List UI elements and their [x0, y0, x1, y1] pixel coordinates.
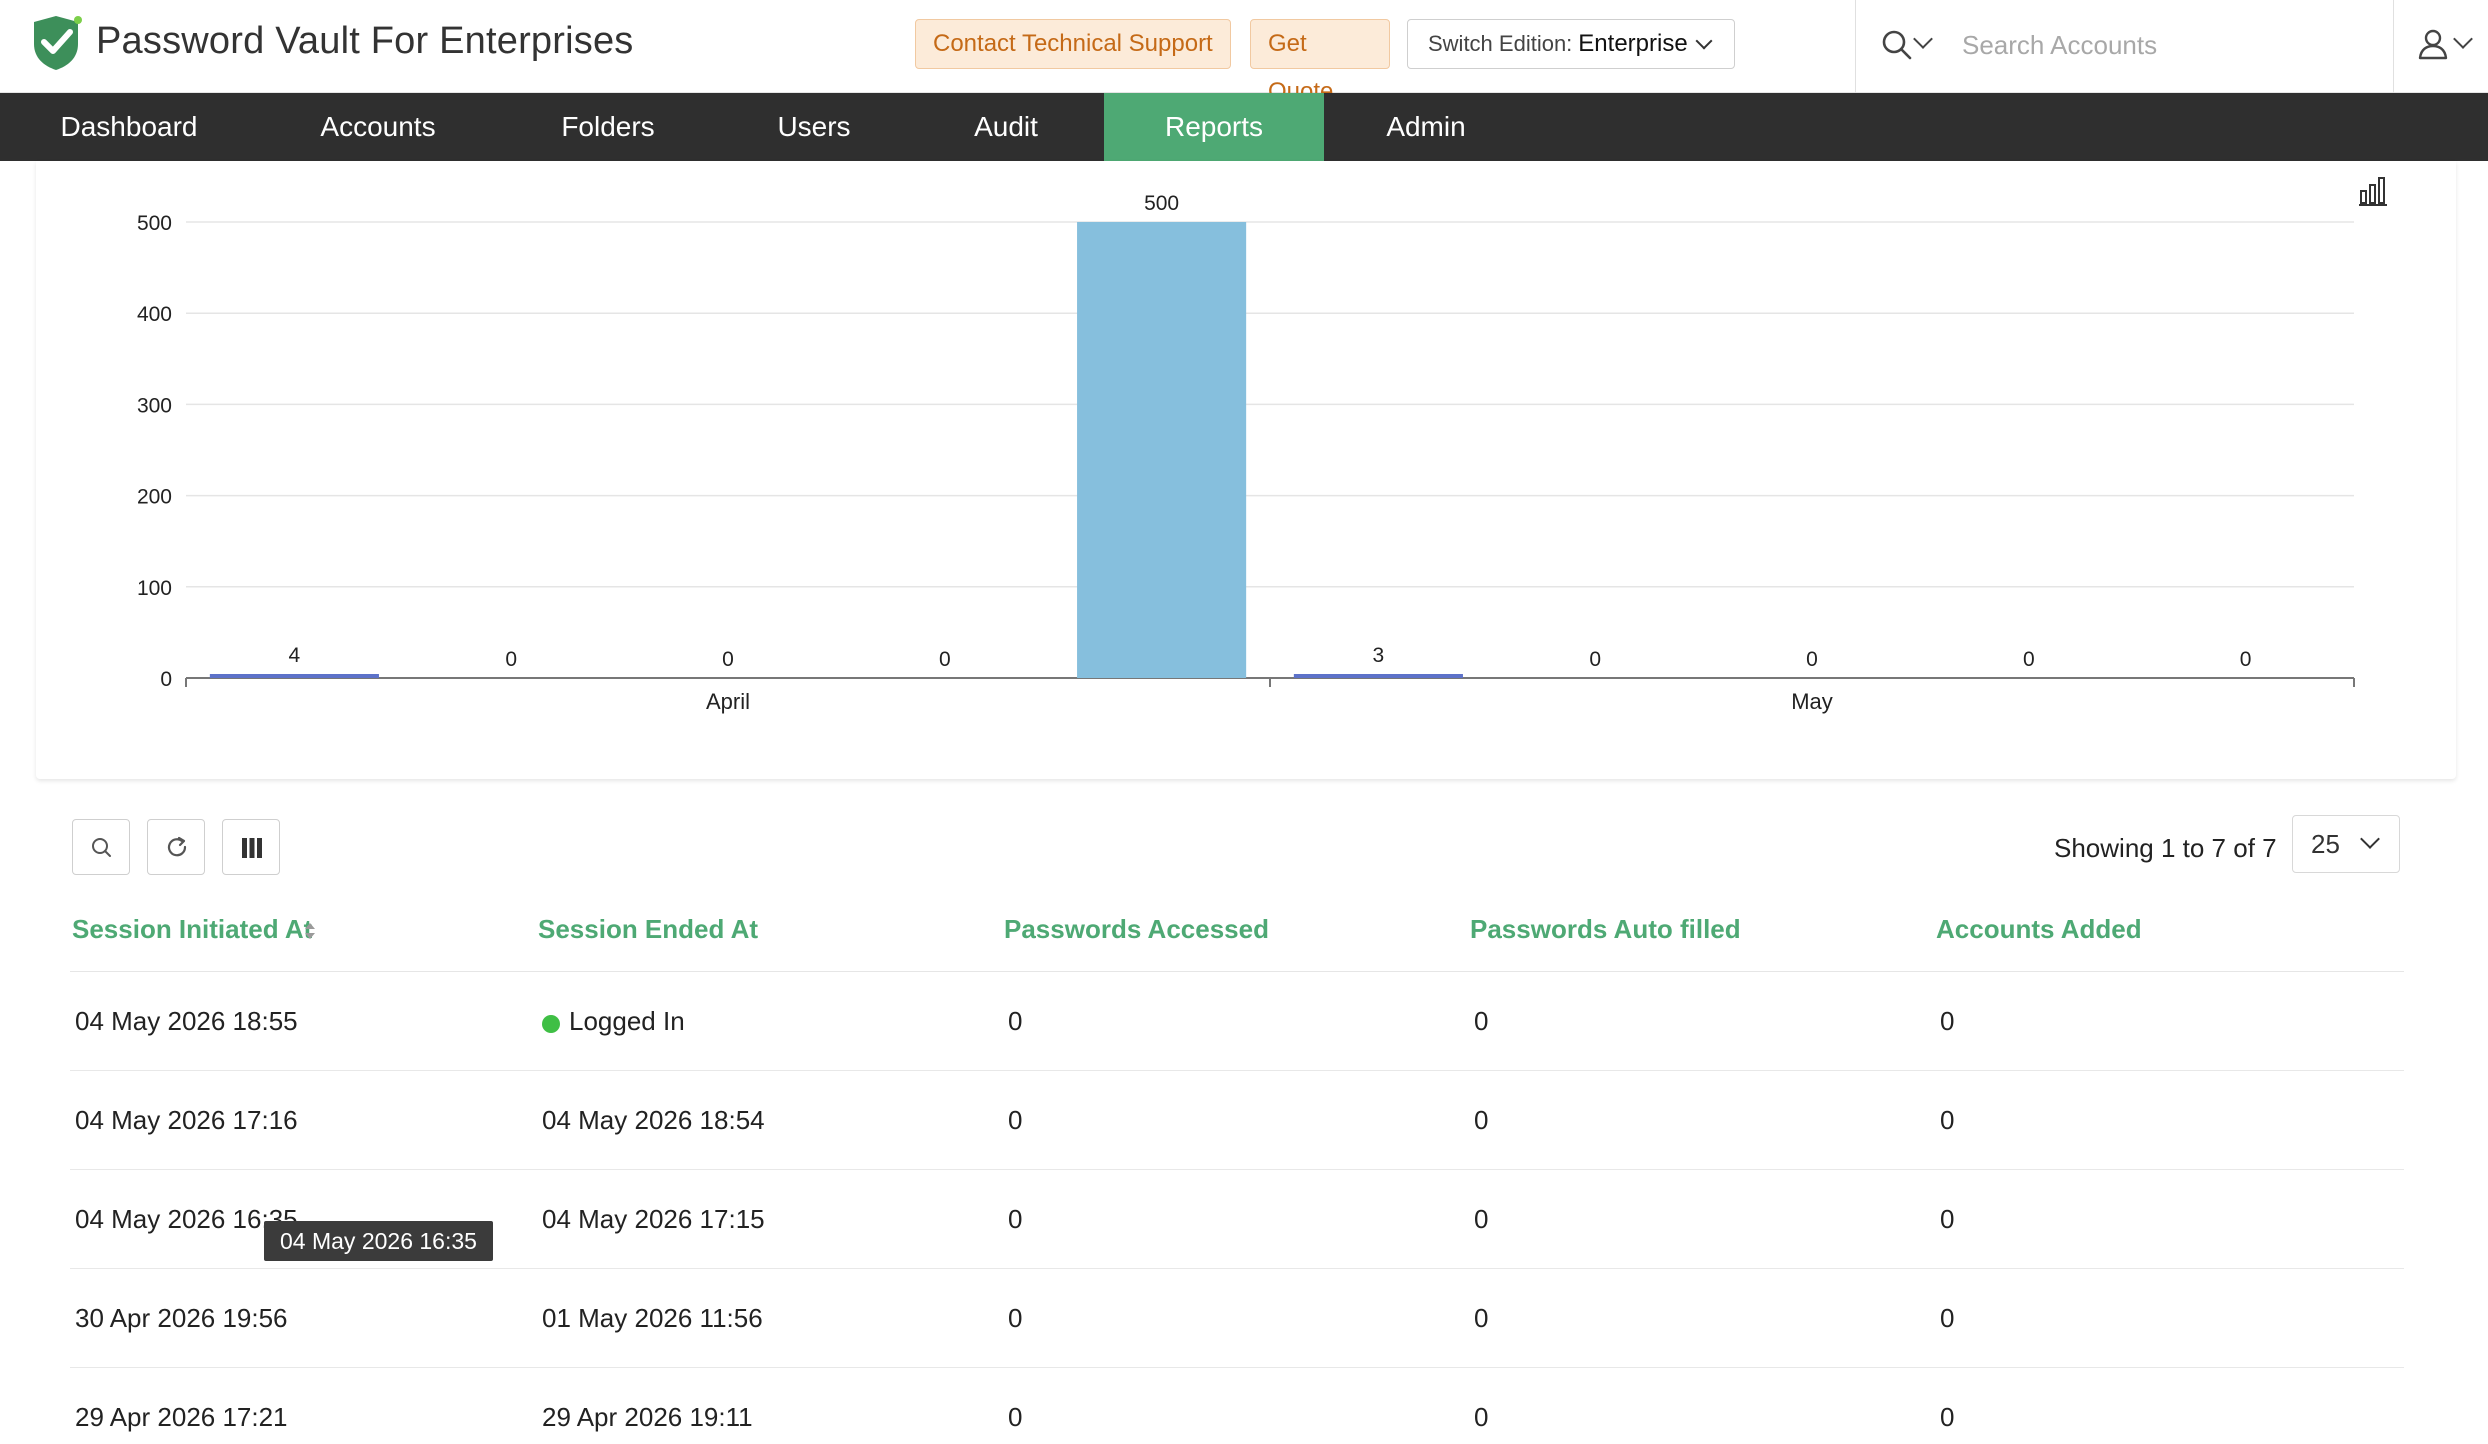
x-group-label: May: [1791, 689, 1833, 714]
get-quote-button[interactable]: Get Quote: [1250, 19, 1390, 105]
bar-value-label: 0: [722, 648, 734, 671]
chevron-down-icon: [1695, 32, 1713, 50]
bar-value-label: 0: [1806, 648, 1818, 671]
cell-added: 0: [1940, 1303, 1955, 1333]
search-icon: [92, 838, 111, 857]
app-title: Password Vault For Enterprises: [96, 20, 634, 62]
edition-label: Switch Edition:: [1428, 31, 1573, 56]
cell-ended: 04 May 2026 18:54: [542, 1105, 765, 1135]
cell-ended: 29 Apr 2026 19:11: [542, 1402, 753, 1432]
table-row[interactable]: 04 May 2026 18:55 Logged In 0 0 0: [70, 972, 2404, 1071]
columns-icon: [242, 838, 262, 858]
cell-autofilled: 0: [1474, 1006, 1489, 1036]
y-tick-label: 300: [137, 394, 172, 417]
search-scope-chevron-icon[interactable]: [1913, 29, 1933, 49]
user-menu-chevron-icon[interactable]: [2453, 29, 2473, 49]
bar-value-label: 500: [1144, 192, 1179, 215]
logged-in-status-icon: [542, 1015, 560, 1033]
cell-initiated: 30 Apr 2026 19:56: [75, 1303, 288, 1333]
nav-admin[interactable]: Admin: [1386, 111, 1466, 142]
header-divider: [2393, 0, 2394, 93]
header-divider: [70, 971, 2404, 972]
nav-accounts[interactable]: Accounts: [320, 111, 436, 142]
cell-added: 0: [1940, 1402, 1955, 1432]
table-refresh-button[interactable]: [147, 819, 205, 875]
page-size-value: 25: [2311, 829, 2340, 859]
nav-audit[interactable]: Audit: [974, 111, 1038, 142]
sort-icon[interactable]: [302, 918, 318, 944]
cell-initiated: 04 May 2026 18:55: [75, 1006, 298, 1036]
column-header-passwords-accessed[interactable]: Passwords Accessed: [1004, 914, 1269, 944]
bar-value-label: 4: [289, 644, 301, 667]
table-row[interactable]: 30 Apr 2026 19:56 01 May 2026 11:56 0 0 …: [70, 1269, 2404, 1368]
edition-switcher[interactable]: Switch Edition: Enterprise: [1407, 19, 1735, 69]
cell-ended: Logged In: [569, 1006, 685, 1036]
refresh-icon: [167, 836, 187, 857]
cell-added: 0: [1940, 1204, 1955, 1234]
x-group-label: April: [706, 689, 750, 714]
magnifier-icon[interactable]: [1880, 28, 1914, 62]
bar: [1077, 222, 1247, 678]
nav-dashboard[interactable]: Dashboard: [60, 111, 198, 142]
shield-check-icon[interactable]: [30, 14, 86, 72]
column-header-accounts-added[interactable]: Accounts Added: [1936, 914, 2142, 944]
cell-accessed: 0: [1008, 1105, 1023, 1135]
table-search-button[interactable]: [72, 819, 130, 875]
bar-value-label: 0: [2240, 648, 2252, 671]
cell-autofilled: 0: [1474, 1204, 1489, 1234]
bar-value-label: 0: [2023, 648, 2035, 671]
bar-value-label: 0: [1589, 648, 1601, 671]
chevron-down-icon: [2360, 829, 2380, 849]
cell-ended: 04 May 2026 17:15: [542, 1204, 765, 1234]
cell-tooltip: 04 May 2026 16:35: [264, 1221, 493, 1261]
cell-initiated: 04 May 2026 16:35: [75, 1204, 298, 1234]
cell-initiated: 04 May 2026 17:16: [75, 1105, 298, 1135]
contact-support-button[interactable]: Contact Technical Support: [915, 19, 1231, 69]
cell-autofilled: 0: [1474, 1105, 1489, 1135]
bar-value-label: 0: [505, 648, 517, 671]
chart-card: 0 100 200 300 400 500 April May 4 0 0 0 500 3 0 0 0 0: [36, 161, 2456, 779]
page-size-select[interactable]: 25: [2292, 815, 2400, 873]
y-tick-label: 200: [137, 486, 172, 509]
app-header: Password Vault For Enterprises Contact T…: [0, 0, 2488, 105]
column-header-session-initiated[interactable]: Session Initiated At: [72, 914, 313, 944]
bar: [1293, 674, 1463, 678]
nav-users[interactable]: Users: [777, 111, 851, 142]
showing-count: Showing 1 to 7 of 7: [2054, 833, 2277, 863]
table-row[interactable]: 04 May 2026 17:16 04 May 2026 18:54 0 0 …: [70, 1071, 2404, 1170]
cell-initiated: 29 Apr 2026 17:21: [75, 1402, 288, 1432]
cell-added: 0: [1940, 1006, 1955, 1036]
bar-value-label: 0: [939, 648, 951, 671]
column-header-session-ended[interactable]: Session Ended At: [538, 914, 759, 944]
bar-chart-icon[interactable]: [2358, 175, 2388, 207]
bar-value-label: 3: [1373, 644, 1385, 667]
cell-autofilled: 0: [1474, 1303, 1489, 1333]
cell-accessed: 0: [1008, 1402, 1023, 1432]
edition-value: Enterprise: [1578, 30, 1688, 57]
table-row[interactable]: 29 Apr 2026 17:21 29 Apr 2026 19:11 0 0 …: [70, 1368, 2404, 1444]
y-tick-label: 100: [137, 577, 172, 600]
cell-autofilled: 0: [1474, 1402, 1489, 1432]
nav-reports[interactable]: Reports: [1104, 93, 1324, 161]
cell-ended: 01 May 2026 11:56: [542, 1303, 763, 1333]
main-nav: Dashboard Accounts Folders Users Audit R…: [0, 93, 2488, 161]
y-tick-label: 0: [160, 668, 172, 691]
cell-accessed: 0: [1008, 1006, 1023, 1036]
y-tick-label: 500: [137, 212, 172, 235]
nav-folders[interactable]: Folders: [561, 111, 655, 142]
cell-accessed: 0: [1008, 1303, 1023, 1333]
column-header-passwords-auto-filled[interactable]: Passwords Auto filled: [1470, 914, 1741, 944]
cell-accessed: 0: [1008, 1204, 1023, 1234]
y-tick-label: 400: [137, 303, 172, 326]
search-input[interactable]: [1962, 22, 2362, 68]
table-row[interactable]: 04 May 2026 16:35 04 May 2026 17:15 0 0 …: [70, 1170, 2404, 1269]
user-icon[interactable]: [2418, 28, 2448, 60]
cell-added: 0: [1940, 1105, 1955, 1135]
bar: [209, 674, 379, 678]
header-divider: [1855, 0, 1856, 93]
table-columns-button[interactable]: [222, 819, 280, 875]
